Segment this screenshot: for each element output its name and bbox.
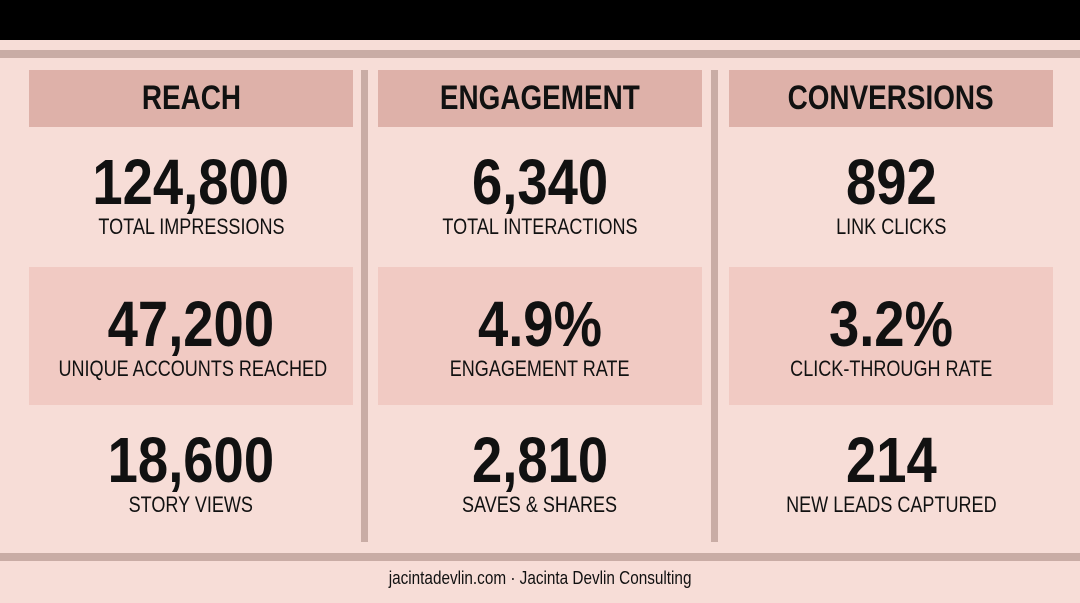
footer-credit: jacintadevlin.com · Jacinta Devlin Consu… (388, 568, 692, 588)
metric-engagement-rate: 4.9% ENGAGEMENT RATE (378, 267, 702, 405)
metric-label: ENGAGEMENT RATE (450, 356, 630, 381)
top-bar (0, 0, 1080, 40)
metric-story-views: 18,600 STORY VIEWS (29, 428, 353, 518)
metric-label: CLICK-THROUGH RATE (789, 356, 993, 381)
metric-label: TOTAL INTERACTIONS (442, 214, 638, 239)
metric-total-impressions: 124,800 TOTAL IMPRESSIONS (29, 150, 353, 240)
column-header: ENGAGEMENT (378, 70, 702, 127)
metric-value: 6,340 (471, 146, 609, 218)
bottom-rule (0, 553, 1080, 561)
metric-value: 3.2% (829, 288, 953, 360)
metric-label: TOTAL IMPRESSIONS (97, 214, 285, 239)
metric-value: 47,200 (107, 288, 275, 360)
metric-new-leads: 214 NEW LEADS CAPTURED (729, 428, 1053, 518)
metric-unique-accounts: 47,200 UNIQUE ACCOUNTS REACHED (29, 267, 353, 405)
column-reach: REACH 124,800 TOTAL IMPRESSIONS 47,200 U… (29, 70, 353, 517)
column-header: REACH (29, 70, 353, 127)
top-rule (0, 50, 1080, 58)
metric-value: 4.9% (478, 288, 602, 360)
metric-click-through-rate: 3.2% CLICK-THROUGH RATE (729, 267, 1053, 405)
metric-label: LINK CLICKS (835, 214, 947, 239)
metric-value: 124,800 (92, 146, 290, 218)
column-header: CONVERSIONS (729, 70, 1053, 127)
metric-label: SAVES & SHARES (462, 492, 618, 517)
metric-value: 2,810 (471, 424, 609, 496)
metric-total-interactions: 6,340 TOTAL INTERACTIONS (378, 150, 702, 240)
metric-value: 18,600 (107, 424, 275, 496)
metric-label: NEW LEADS CAPTURED (785, 492, 997, 517)
column-engagement: ENGAGEMENT 6,340 TOTAL INTERACTIONS 4.9%… (378, 70, 702, 517)
metric-value: 892 (845, 146, 937, 218)
metric-label: UNIQUE ACCOUNTS REACHED (58, 356, 328, 381)
column-conversions: CONVERSIONS 892 LINK CLICKS 3.2% CLICK-T… (729, 70, 1053, 517)
metric-value: 214 (845, 424, 937, 496)
metric-saves-shares: 2,810 SAVES & SHARES (378, 428, 702, 518)
metric-link-clicks: 892 LINK CLICKS (729, 150, 1053, 240)
column-divider (711, 70, 718, 542)
metric-label: STORY VIEWS (128, 492, 254, 517)
column-divider (361, 70, 368, 542)
